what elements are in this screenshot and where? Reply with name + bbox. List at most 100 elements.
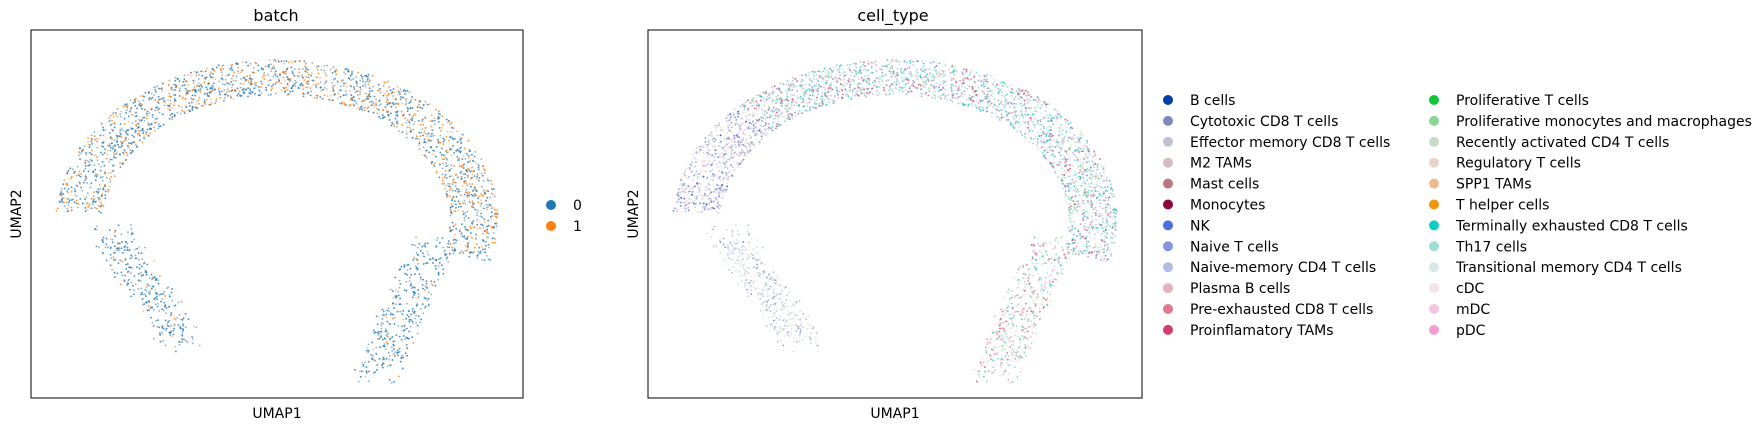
- scatter-point: [325, 80, 327, 83]
- scatter-point: [222, 64, 225, 67]
- scatter-point: [139, 105, 142, 107]
- scatter-point: [142, 297, 144, 300]
- scatter-point: [473, 160, 476, 163]
- scatter-point: [253, 87, 256, 89]
- scatter-point: [417, 119, 420, 122]
- scatter-point: [1073, 153, 1076, 156]
- scatter-point: [703, 207, 706, 210]
- scatter-point: [1002, 321, 1005, 324]
- scatter-point: [126, 246, 129, 249]
- scatter-point: [477, 168, 480, 171]
- scatter-point: [489, 179, 492, 182]
- scatter-point: [399, 360, 402, 363]
- scatter-point: [826, 69, 829, 72]
- scatter-point: [284, 70, 287, 73]
- scatter-point: [211, 87, 213, 90]
- scatter-point: [423, 130, 426, 133]
- scatter-point: [101, 238, 104, 241]
- scatter-point: [138, 118, 141, 121]
- scatter-point: [154, 118, 157, 120]
- scatter-point: [381, 318, 384, 320]
- scatter-point: [1086, 179, 1088, 182]
- scatter-point: [138, 263, 141, 266]
- scatter-point: [424, 242, 427, 245]
- scatter-point: [1082, 144, 1085, 147]
- scatter-point: [343, 84, 345, 87]
- scatter-point: [447, 240, 450, 243]
- scatter-point: [1051, 145, 1053, 148]
- scatter-point: [125, 263, 127, 266]
- scatter-point: [430, 125, 433, 128]
- scatter-point: [793, 340, 795, 343]
- scatter-point: [426, 133, 429, 136]
- scatter-point: [932, 92, 935, 94]
- scatter-point: [404, 272, 407, 275]
- scatter-point: [243, 92, 245, 95]
- scatter-point: [343, 71, 345, 74]
- scatter-point: [437, 278, 439, 281]
- scatter-point: [109, 253, 112, 256]
- scatter-point: [880, 83, 883, 86]
- scatter-point: [134, 283, 137, 286]
- scatter-point: [470, 193, 473, 196]
- scatter-point: [170, 324, 172, 327]
- scatter-point: [369, 90, 371, 93]
- scatter-point: [147, 135, 150, 137]
- scatter-point: [231, 89, 234, 91]
- scatter-point: [1061, 173, 1064, 176]
- scatter-point: [391, 350, 393, 352]
- scatter-point: [401, 313, 404, 315]
- scatter-point: [357, 380, 360, 383]
- scatter-point: [177, 301, 180, 304]
- scatter-point: [360, 375, 362, 378]
- scatter-point: [121, 162, 124, 165]
- scatter-point: [367, 76, 369, 78]
- scatter-point: [150, 316, 152, 319]
- scatter-point: [359, 88, 362, 90]
- scatter-point: [109, 136, 112, 139]
- scatter-point: [437, 138, 439, 141]
- scatter-point: [485, 240, 488, 243]
- scatter-point: [449, 230, 452, 233]
- scatter-point: [385, 341, 388, 343]
- scatter-point: [79, 158, 81, 161]
- scatter-point: [218, 80, 221, 83]
- scatter-point: [260, 92, 263, 94]
- scatter-point: [246, 75, 249, 78]
- scatter-point: [301, 84, 304, 87]
- scatter-point: [359, 106, 362, 109]
- scatter-point: [921, 63, 923, 65]
- scatter-point: [789, 82, 792, 85]
- scatter-point: [935, 85, 938, 88]
- scatter-point: [385, 357, 388, 360]
- scatter-point: [133, 100, 136, 103]
- scatter-point: [783, 98, 786, 101]
- scatter-point: [417, 144, 420, 147]
- scatter-point: [479, 192, 482, 195]
- scatter-point: [142, 293, 144, 296]
- scatter-point: [154, 122, 157, 124]
- scatter-point: [466, 170, 469, 172]
- scatter-point: [486, 196, 488, 199]
- scatter-point: [773, 328, 776, 330]
- scatter-point: [394, 102, 397, 105]
- scatter-point: [414, 317, 417, 320]
- scatter-point: [1071, 212, 1074, 215]
- scatter-point: [115, 249, 118, 251]
- scatter-point: [375, 315, 378, 318]
- scatter-point: [103, 164, 106, 167]
- scatter-point: [467, 235, 469, 238]
- scatter-point: [363, 107, 365, 109]
- scatter-point: [185, 106, 188, 108]
- scatter-point: [323, 69, 325, 72]
- scatter-point: [292, 84, 295, 87]
- scatter-point: [190, 71, 192, 74]
- scatter-point: [394, 97, 397, 100]
- scatter-point: [372, 102, 375, 105]
- scatter-point: [452, 252, 455, 255]
- scatter-point: [113, 150, 116, 152]
- scatter-point: [364, 85, 367, 88]
- scatter-point: [87, 170, 90, 173]
- scatter-point: [453, 138, 456, 140]
- scatter-point: [1011, 351, 1013, 353]
